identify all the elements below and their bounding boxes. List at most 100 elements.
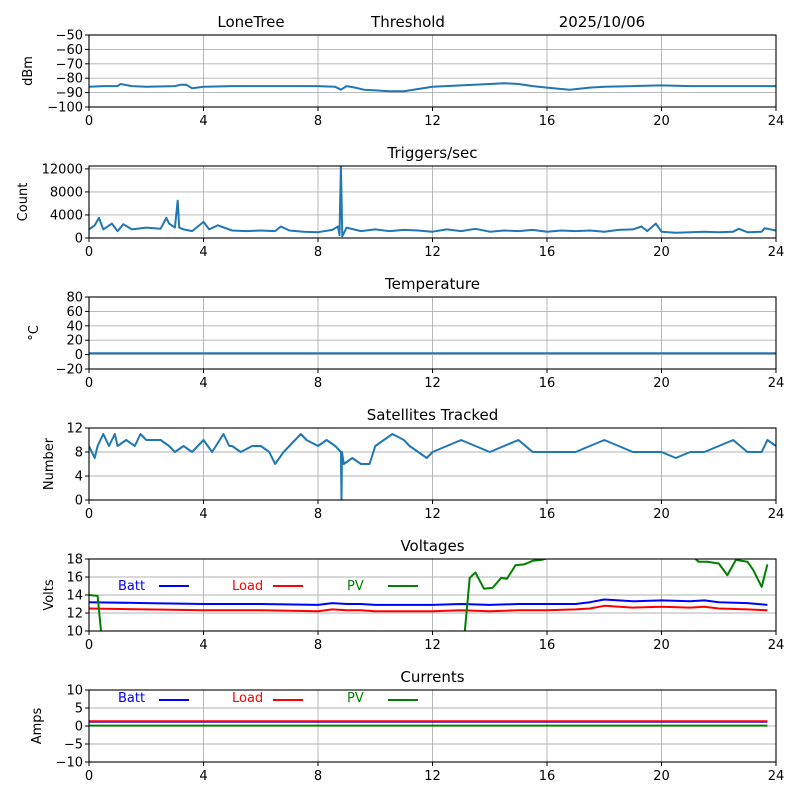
x-tick-label: 4 xyxy=(199,638,207,653)
x-tick-label: 0 xyxy=(85,507,93,522)
legend-item-pv: PV xyxy=(347,579,418,594)
y-tick-label: 20 xyxy=(66,334,83,349)
x-tick-label: 24 xyxy=(768,114,785,129)
series-line-pv xyxy=(89,559,769,631)
series-line-load xyxy=(89,604,768,613)
series-group xyxy=(89,82,776,93)
x-tick-label: 0 xyxy=(85,114,93,129)
legend-label: Load xyxy=(232,691,263,706)
legend-label: Batt xyxy=(118,579,145,594)
header-station: LoneTree xyxy=(217,13,284,31)
y-tick-label: 12 xyxy=(66,422,83,437)
x-tick-label: 16 xyxy=(539,376,556,391)
y-tick-label: −50 xyxy=(56,29,83,44)
x-tick-label: 12 xyxy=(424,245,441,260)
y-tick-label: 4000 xyxy=(50,208,83,223)
legend-label: PV xyxy=(347,579,364,594)
y-tick-label: 0 xyxy=(75,232,83,247)
y-tick-label: 5 xyxy=(75,702,83,717)
series-line-signal xyxy=(89,82,776,93)
x-tick-label: 4 xyxy=(199,245,207,260)
y-tick-label: 12 xyxy=(66,607,83,622)
y-tick-label: 40 xyxy=(66,319,83,334)
x-tick-label: 8 xyxy=(314,376,322,391)
series-line-batt xyxy=(89,598,768,606)
y-tick-label: 18 xyxy=(66,553,83,568)
x-tick-label: 0 xyxy=(85,638,93,653)
series-group xyxy=(89,559,769,631)
panel-title: Voltages xyxy=(400,537,464,555)
x-tick-label: 0 xyxy=(85,376,93,391)
y-tick-label: −90 xyxy=(56,86,83,101)
y-axis-label: Volts xyxy=(42,579,57,611)
y-axis-label: Amps xyxy=(30,707,45,744)
x-tick-label: 20 xyxy=(653,376,670,391)
y-tick-label: 60 xyxy=(66,305,83,320)
y-tick-label: 80 xyxy=(66,291,83,306)
header-mode: Threshold xyxy=(370,13,445,31)
y-tick-label: −80 xyxy=(56,72,83,87)
x-tick-label: 16 xyxy=(539,245,556,260)
x-tick-label: 16 xyxy=(539,114,556,129)
y-tick-label: 8000 xyxy=(50,185,83,200)
x-tick-label: 16 xyxy=(539,769,556,784)
header-date: 2025/10/06 xyxy=(559,13,645,31)
x-tick-label: 12 xyxy=(424,114,441,129)
x-tick-label: 24 xyxy=(768,376,785,391)
y-axis-label: dBm xyxy=(21,56,36,86)
y-tick-label: −70 xyxy=(56,57,83,72)
y-tick-label: 0 xyxy=(75,348,83,363)
x-tick-label: 8 xyxy=(314,114,322,129)
x-tick-label: 4 xyxy=(199,507,207,522)
legend-item-load: Load xyxy=(232,691,303,706)
legend-item-batt: Batt xyxy=(118,691,189,706)
x-tick-label: 24 xyxy=(768,245,785,260)
legend-label: PV xyxy=(347,691,364,706)
y-tick-label: 0 xyxy=(75,494,83,509)
y-tick-label: −5 xyxy=(64,738,83,753)
x-tick-label: 20 xyxy=(653,114,670,129)
y-tick-label: −20 xyxy=(56,363,83,378)
panel-title: Satellites Tracked xyxy=(367,406,498,424)
x-tick-label: 0 xyxy=(85,769,93,784)
x-tick-label: 8 xyxy=(314,245,322,260)
y-tick-label: 16 xyxy=(66,571,83,586)
y-tick-label: −10 xyxy=(56,756,83,771)
x-tick-label: 12 xyxy=(424,769,441,784)
x-tick-label: 4 xyxy=(199,769,207,784)
x-tick-label: 24 xyxy=(768,638,785,653)
panel-title: Triggers/sec xyxy=(387,144,478,162)
panel-signal: 0 4 8 12 16 20 24 −50−60−70−80−90−100 dBm xyxy=(21,29,784,130)
panel-currents: 0 4 8 12 16 20 24 10 5 0 −5 −10 Amps Currents Batt Load… xyxy=(30,668,784,784)
panel-satellites: 0 4 8 12 16 20 24 12 8 4 0 Number Satellites Tracked xyxy=(42,406,784,522)
y-tick-label: 12000 xyxy=(42,162,83,177)
y-tick-label: −60 xyxy=(56,43,83,58)
x-tick-label: 24 xyxy=(768,507,785,522)
x-tick-label: 16 xyxy=(539,638,556,653)
y-tick-label: 14 xyxy=(66,589,83,604)
y-axis-label: °C xyxy=(27,325,42,341)
x-tick-label: 20 xyxy=(653,638,670,653)
y-tick-label: 10 xyxy=(66,625,83,640)
y-axis-label: Number xyxy=(42,437,57,490)
x-tick-label: 20 xyxy=(653,507,670,522)
x-tick-label: 4 xyxy=(199,376,207,391)
x-tick-label: 24 xyxy=(768,769,785,784)
series-group xyxy=(89,433,776,500)
series-line-triggers xyxy=(89,166,776,238)
series-group xyxy=(89,720,768,727)
x-tick-label: 16 xyxy=(539,507,556,522)
y-tick-label: 4 xyxy=(75,470,83,485)
x-tick-label: 4 xyxy=(199,114,207,129)
x-tick-label: 8 xyxy=(314,507,322,522)
x-tick-label: 0 xyxy=(85,245,93,260)
panel-voltages: 0 4 8 12 16 20 24 18 16 14 12 10 Volts Voltages Batt Lo… xyxy=(42,537,784,653)
y-tick-label: 10 xyxy=(66,684,83,699)
x-tick-label: 12 xyxy=(424,507,441,522)
series-line-satellites xyxy=(89,433,776,500)
series-group xyxy=(89,166,776,238)
panel-triggers: 0 4 8 12 16 20 24 12000 8000 4000 0 Count Triggers/s… xyxy=(16,144,784,260)
legend-item-load: Load xyxy=(232,579,303,594)
